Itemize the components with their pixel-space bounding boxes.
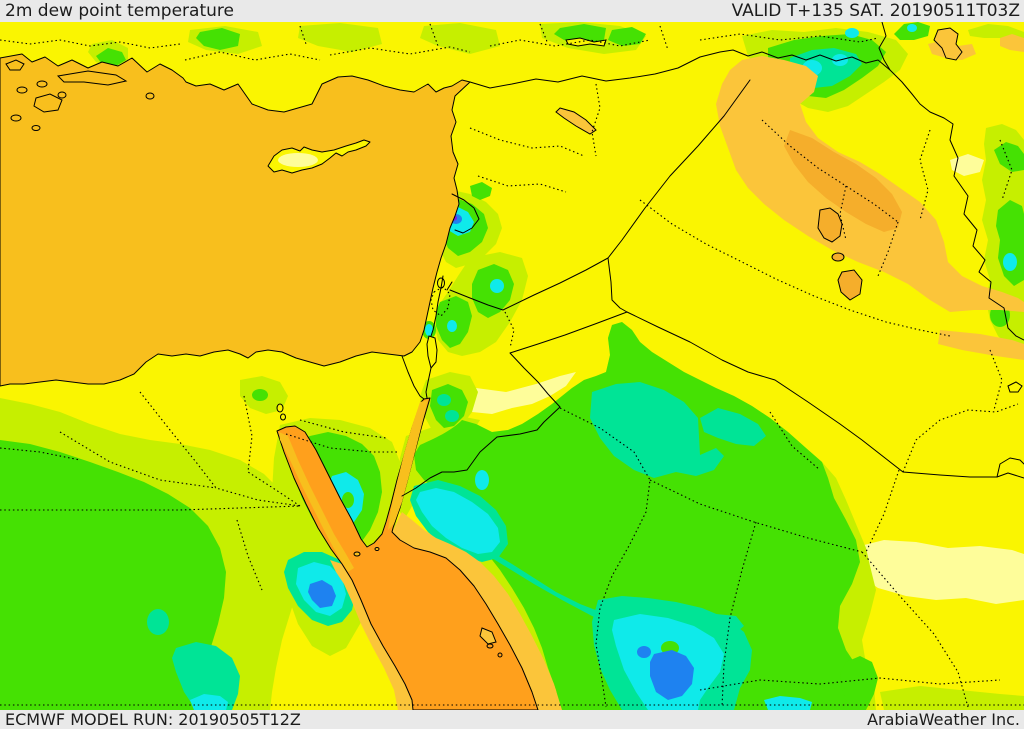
header-bar: 2m dew point temperature VALID T+135 SAT… bbox=[0, 0, 1024, 22]
bitter-lakes bbox=[276, 403, 284, 413]
footer-bar: ECMWF MODEL RUN: 20190505T12Z ArabiaWeat… bbox=[0, 710, 1024, 729]
lake-assad bbox=[555, 107, 597, 135]
map-title: 2m dew point temperature bbox=[5, 0, 234, 21]
pale-yellow-shading bbox=[446, 154, 1024, 604]
red-sea-water bbox=[276, 397, 539, 710]
mediterranean-sea bbox=[0, 53, 471, 387]
aegean-islands bbox=[5, 59, 155, 131]
dead-sea bbox=[426, 335, 438, 370]
model-run-label: ECMWF MODEL RUN: 20190505T12Z bbox=[5, 709, 301, 729]
lake-urmia bbox=[933, 27, 963, 61]
mediterranean-water bbox=[0, 53, 471, 387]
blue-shading bbox=[308, 214, 694, 700]
dew-point-map-canvas bbox=[0, 22, 1024, 710]
gulf-of-suez bbox=[279, 432, 354, 572]
cyprus-island bbox=[267, 139, 371, 174]
admin-boundaries-dotted bbox=[0, 23, 1024, 708]
lake-tharthar bbox=[817, 207, 843, 243]
gulf-of-aqaba bbox=[388, 400, 428, 530]
valid-time-label: VALID T+135 SAT. 20190511T03Z bbox=[731, 0, 1020, 21]
ataturk-reservoir bbox=[565, 37, 607, 47]
red-sea-islands bbox=[353, 547, 503, 658]
brand-label: ArabiaWeather Inc. bbox=[867, 709, 1020, 729]
weather-map bbox=[0, 22, 1024, 710]
lake-habbaniyah bbox=[831, 252, 845, 262]
lake-razzaza bbox=[837, 269, 863, 301]
lakes bbox=[276, 27, 1023, 421]
red-sea bbox=[276, 397, 539, 710]
country-borders bbox=[401, 22, 1024, 497]
